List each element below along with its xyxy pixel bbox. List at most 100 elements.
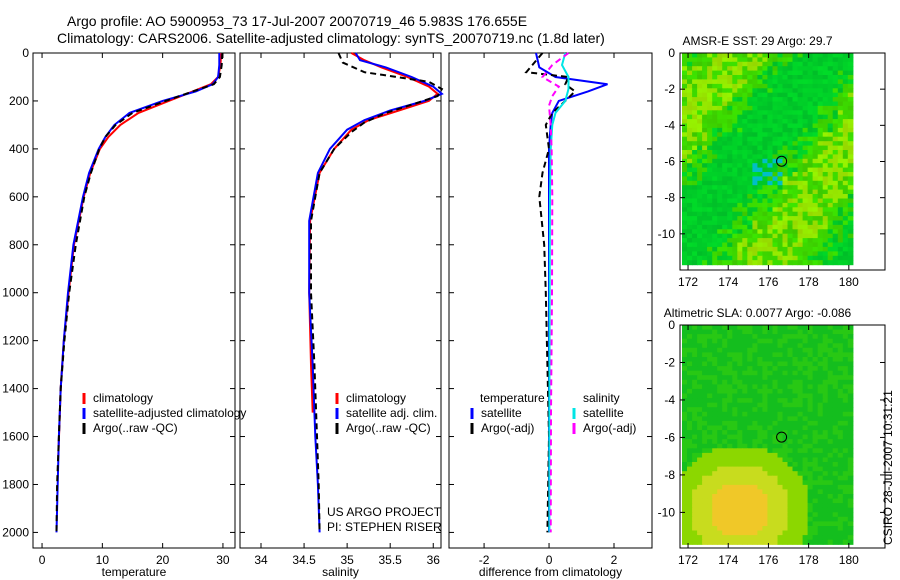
map-cell: [792, 521, 799, 527]
map-cell: [832, 398, 839, 404]
map-cell: [697, 452, 703, 459]
map-cell: [727, 393, 733, 399]
map-cell: [842, 334, 849, 340]
map-cell: [822, 425, 829, 431]
map-cell: [762, 75, 769, 81]
x-tick-label: 180: [839, 553, 859, 567]
map-cell: [707, 238, 713, 244]
map-cell: [782, 185, 789, 191]
map-cell: [837, 338, 844, 344]
map-cell: [707, 202, 713, 208]
map-cell: [812, 123, 819, 129]
map-cell: [782, 338, 789, 344]
map-cell: [792, 480, 799, 486]
map-cell: [802, 180, 809, 186]
map-cell: [737, 494, 743, 500]
map-cell: [687, 343, 693, 349]
map-cell: [817, 83, 824, 89]
map-cell: [842, 92, 849, 98]
map-cell: [792, 489, 799, 495]
map-cell: [697, 503, 703, 509]
map-cell: [732, 158, 738, 164]
map-cell: [722, 110, 728, 116]
map-cell: [787, 466, 794, 472]
map-cell: [827, 141, 834, 147]
map-cell: [762, 407, 769, 413]
map-cell: [797, 202, 804, 208]
map-cell: [737, 101, 743, 107]
map-cell: [767, 57, 774, 63]
map-cell: [822, 338, 829, 344]
map-cell: [697, 430, 703, 436]
map-cell: [702, 154, 708, 160]
map-cell: [822, 255, 829, 261]
map-cell: [822, 75, 829, 81]
y-tick-label: -8: [664, 468, 675, 482]
map-cell: [807, 238, 814, 244]
map-cell: [767, 471, 774, 477]
map-cell: [707, 105, 713, 111]
map-cell: [797, 224, 804, 230]
map-cell: [797, 127, 804, 133]
map-cell: [712, 136, 718, 142]
map-cell: [772, 329, 779, 335]
map-cell: [702, 66, 708, 72]
map-cell: [697, 61, 703, 67]
map-cell: [802, 512, 809, 518]
map-cell: [762, 393, 769, 399]
map-cell: [797, 366, 804, 372]
map-cell: [812, 466, 819, 472]
map-cell: [772, 158, 779, 164]
map-cell: [682, 388, 688, 395]
map-cell: [722, 347, 728, 353]
map-cell: [737, 167, 743, 173]
map-cell: [787, 88, 794, 94]
map-cell: [817, 114, 824, 120]
map-cell: [737, 407, 743, 413]
map-cell: [737, 498, 743, 504]
map-cell: [757, 402, 764, 408]
map-cell: [682, 198, 688, 204]
map-cell: [732, 393, 738, 399]
map-cell: [792, 338, 799, 344]
map-cell: [702, 167, 708, 173]
map-cell: [807, 498, 814, 504]
map-cell: [707, 154, 713, 160]
map-cell: [787, 357, 794, 363]
map-cell: [762, 452, 769, 459]
map-cell: [707, 480, 713, 486]
map-cell: [682, 535, 688, 541]
map-cell: [812, 393, 819, 399]
map-cell: [792, 375, 799, 381]
map-cell: [737, 375, 743, 381]
map-cell: [802, 366, 809, 372]
map-cell: [707, 123, 713, 129]
map-cell: [707, 329, 713, 335]
map-cell: [692, 123, 698, 129]
map-cell: [832, 480, 839, 486]
map-cell: [747, 393, 753, 399]
map-cell: [697, 484, 703, 491]
map-cell: [787, 489, 794, 495]
map-cell: [812, 388, 819, 395]
map-cell: [727, 402, 733, 408]
map-cell: [697, 211, 703, 217]
map-cell: [842, 220, 849, 226]
map-cell: [827, 347, 834, 353]
map-cell: [762, 343, 769, 349]
map-cell: [802, 61, 809, 67]
map-cell: [797, 207, 804, 213]
y-tick-label: 0: [668, 318, 675, 332]
map-cell: [762, 105, 769, 111]
map-cell: [732, 539, 738, 545]
map-cell: [687, 75, 693, 81]
map-cell: [712, 338, 718, 344]
x-tick-label: 172: [678, 275, 698, 289]
map-cell: [777, 119, 784, 125]
map-cell: [812, 176, 819, 182]
map-cell: [812, 136, 819, 142]
map-cell: [837, 233, 844, 239]
map-cell: [812, 430, 819, 436]
map-cell: [827, 189, 834, 195]
map-cell: [722, 167, 728, 173]
